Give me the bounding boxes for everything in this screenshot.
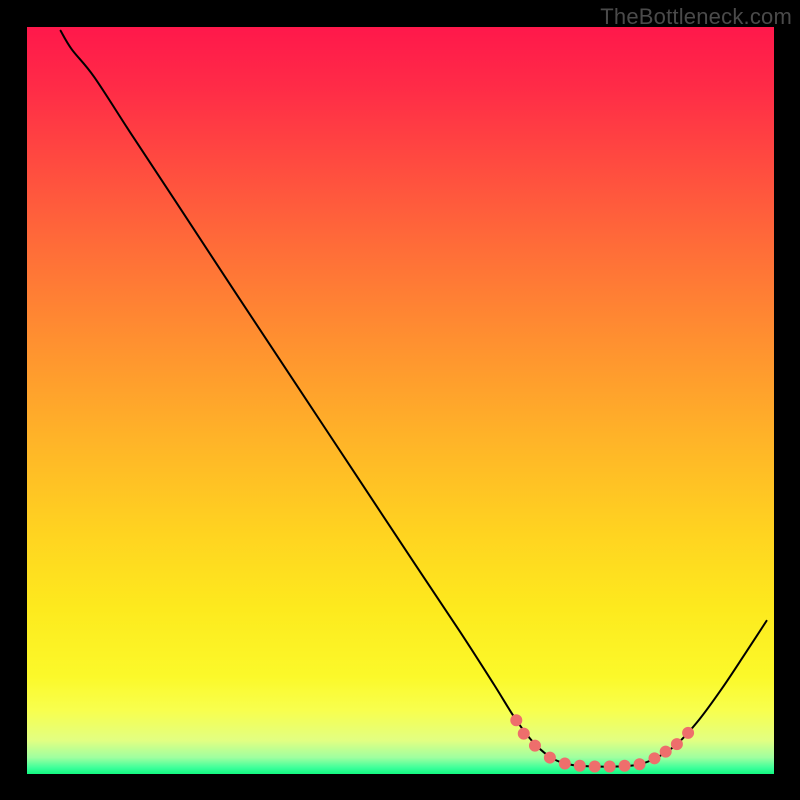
- marker-point: [544, 752, 555, 763]
- marker-point: [518, 728, 529, 739]
- bottleneck-curve-chart: [0, 0, 800, 800]
- marker-point: [529, 740, 540, 751]
- marker-point: [619, 760, 630, 771]
- plot-background: [27, 27, 774, 774]
- marker-point: [589, 761, 600, 772]
- marker-point: [683, 727, 694, 738]
- marker-point: [574, 760, 585, 771]
- marker-point: [559, 758, 570, 769]
- marker-point: [604, 761, 615, 772]
- watermark-text: TheBottleneck.com: [600, 4, 792, 30]
- marker-point: [634, 759, 645, 770]
- marker-point: [511, 715, 522, 726]
- marker-point: [660, 746, 671, 757]
- chart-container: TheBottleneck.com: [0, 0, 800, 800]
- marker-point: [649, 753, 660, 764]
- marker-point: [671, 739, 682, 750]
